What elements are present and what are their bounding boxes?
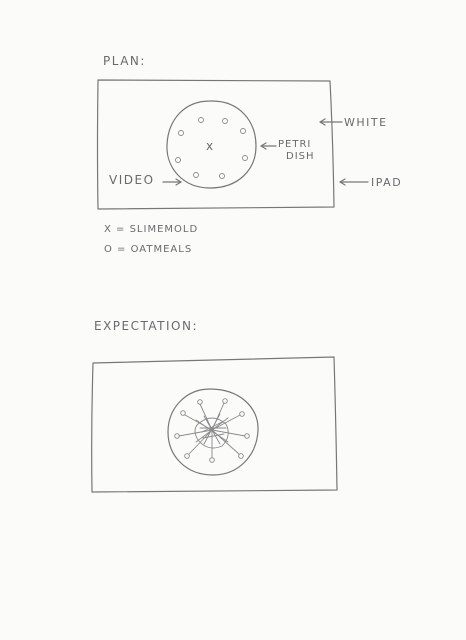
oatmeal-dot [239,411,245,417]
plan-oatmeal-dots [175,117,248,179]
legend-oatmeals: O = OATMEALS [104,244,193,255]
oatmeal-dot [193,172,199,178]
oatmeal-dot [222,398,228,404]
plan-heading: PLAN: [103,54,146,68]
arrow-petri [260,142,277,150]
plan-petri-dish [166,100,257,189]
oatmeal-dot [240,128,246,134]
label-white: WHITE [344,116,388,129]
oatmeal-dot [198,117,204,123]
expectation-petri-dish [167,388,259,476]
expectation-slime-network [178,402,246,459]
expectation-ipad-rect [91,356,338,493]
arrow-white [319,118,343,126]
oatmeal-dot [178,130,184,136]
arrow-ipad [339,178,369,186]
legend-slime-mold: X = SLIMEMOLD [104,224,199,235]
oatmeal-dot [184,453,190,459]
oatmeal-dot [222,118,228,124]
arrow-video [162,178,182,186]
plan-center-mark: x [206,139,215,153]
oatmeal-dot [175,157,181,163]
expectation-heading: EXPECTATION: [94,319,199,333]
label-petri: PETRI [278,139,312,150]
oatmeal-dot [219,173,225,179]
oatmeal-dot [242,155,248,161]
oatmeal-dot [238,453,244,459]
label-ipad: IPAD [371,176,403,189]
oatmeal-dot [180,410,186,416]
label-video: VIDEO [109,173,155,187]
label-dish: DISH [286,151,315,162]
plan-ipad-rect [96,79,335,210]
